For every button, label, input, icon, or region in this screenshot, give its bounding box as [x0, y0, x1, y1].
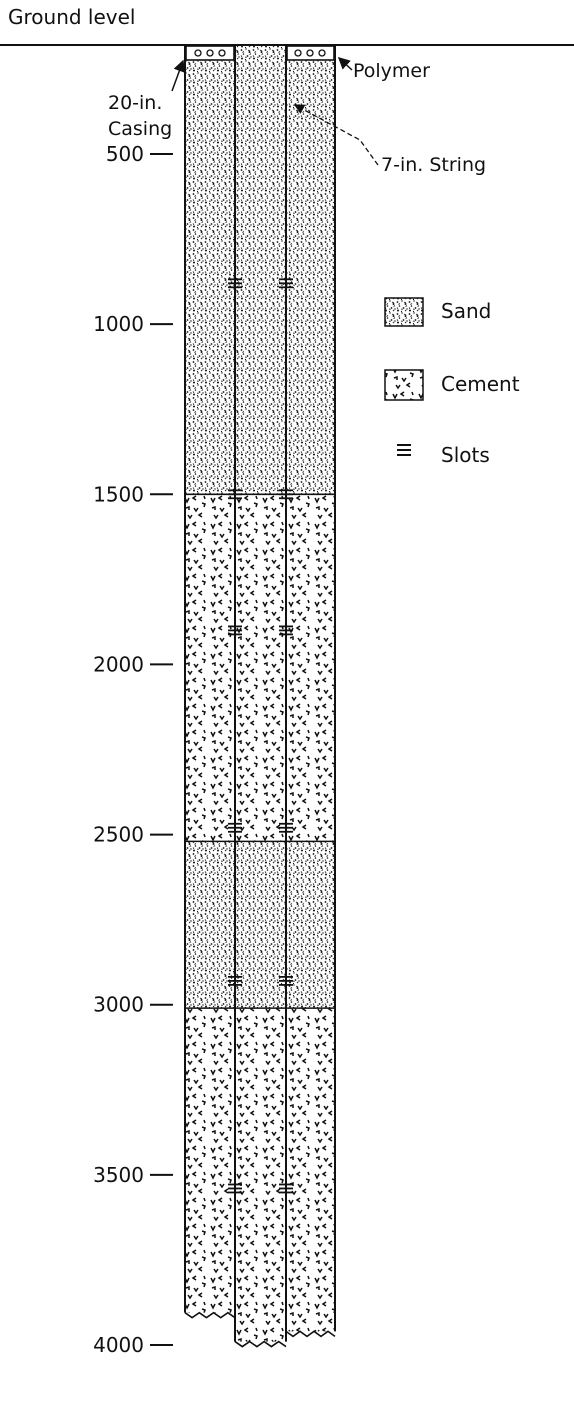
depth-label-4000: 4000	[93, 1333, 144, 1357]
polymer-label: Polymer	[353, 60, 430, 82]
layer-cement-3-col-1	[235, 1008, 286, 1342]
layer-cement-1-col-1	[235, 494, 286, 842]
polymer-caps	[185, 45, 335, 61]
well-columns	[184, 46, 336, 1348]
layer-sand-2-col-1	[235, 841, 286, 1009]
layer-cement-1-col-2	[286, 494, 335, 842]
slot-marker	[228, 975, 242, 986]
layer-sand-0-col-1	[235, 46, 286, 495]
slot-marker	[228, 278, 242, 289]
slot-marker	[279, 975, 293, 986]
slot-marker	[228, 822, 242, 833]
slots-icon	[397, 444, 411, 456]
casing-label-line2: Casing	[108, 118, 172, 140]
layer-fills	[185, 46, 335, 1342]
slot-marker	[228, 489, 242, 500]
layer-cement-3-col-2	[286, 1008, 335, 1332]
slot-marker	[228, 1183, 242, 1194]
column-bottom-break-2	[285, 1330, 336, 1338]
casing-label-line1: 20-in.	[108, 92, 162, 114]
depth-label-1500: 1500	[93, 482, 144, 506]
layer-cement-1-col-0	[185, 494, 235, 842]
string-label: 7-in. String	[381, 154, 486, 176]
string-callout: 7-in. String	[293, 104, 486, 176]
casing-callout: 20-in. Casing	[108, 59, 186, 140]
depth-label-2000: 2000	[93, 652, 144, 676]
slot-marker	[279, 822, 293, 833]
legend-sand-swatch	[384, 297, 424, 327]
layer-sand-0-col-2	[286, 46, 335, 495]
legend-cement-swatch	[384, 369, 424, 401]
layer-sand-2-col-0	[185, 841, 235, 1009]
legend: Sand Cement Slots	[384, 297, 520, 467]
slot-marker	[279, 625, 293, 636]
layer-cement-3-col-0	[185, 1008, 235, 1313]
slot-marker	[279, 1183, 293, 1194]
ground-level-label: Ground level	[8, 5, 135, 29]
column-bottom-break-1	[234, 1340, 287, 1348]
depth-label-3500: 3500	[93, 1163, 144, 1187]
slot-marker	[279, 489, 293, 500]
legend-sand-label: Sand	[441, 299, 491, 323]
column-bottom-break-0	[184, 1311, 236, 1319]
slot-marker	[228, 625, 242, 636]
depth-label-1000: 1000	[93, 312, 144, 336]
slot-markers	[228, 278, 293, 1194]
depth-label-2500: 2500	[93, 823, 144, 847]
layer-sand-2-col-2	[286, 841, 335, 1009]
layer-sand-0-col-0	[185, 46, 235, 495]
legend-slots-label: Slots	[441, 443, 490, 467]
legend-cement-label: Cement	[441, 372, 520, 396]
depth-label-500: 500	[106, 142, 144, 166]
depth-axis: 500 1000 1500 2000 2500 3000 3500 4000	[93, 142, 173, 1357]
slot-marker	[279, 278, 293, 289]
depth-label-3000: 3000	[93, 993, 144, 1017]
polymer-callout: Polymer	[337, 56, 430, 82]
